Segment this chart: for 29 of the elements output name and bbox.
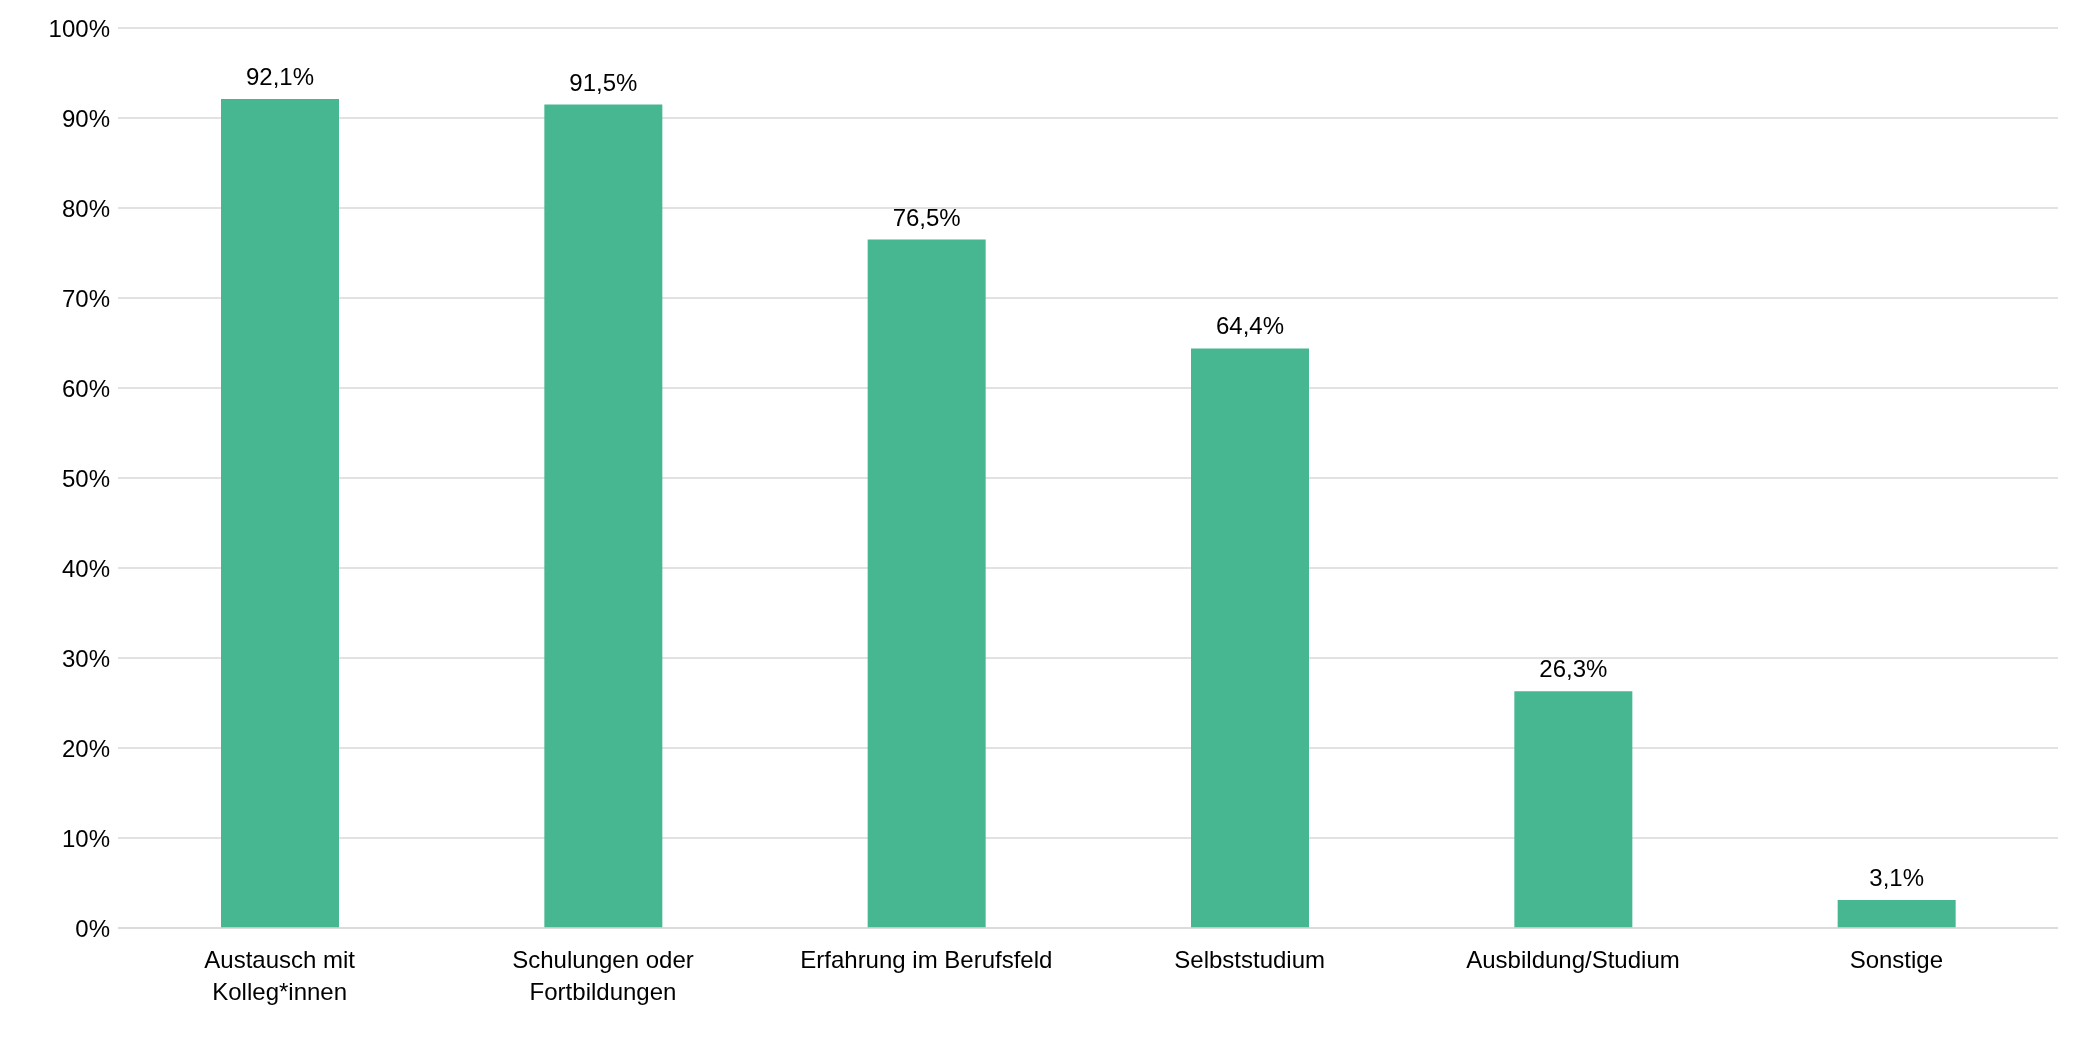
- y-tick-label: 40%: [61, 554, 110, 582]
- y-tick-label: 90%: [61, 104, 110, 132]
- y-tick-label: 100%: [48, 14, 110, 42]
- data-label: 26,3%: [1539, 655, 1608, 683]
- y-tick-label: 50%: [61, 464, 110, 492]
- data-label: 76,5%: [892, 203, 961, 231]
- bar: [1514, 691, 1633, 928]
- y-tick-label: 10%: [61, 824, 110, 852]
- bar: [1837, 900, 1956, 928]
- x-tick-label: Erfahrung im Berufsfeld: [800, 946, 1053, 973]
- x-tick-label: Selbststudium: [1174, 946, 1326, 973]
- y-tick-label: 70%: [61, 284, 110, 312]
- x-tick-label: Sonstige: [1849, 946, 1944, 973]
- y-tick-label: 20%: [61, 734, 110, 762]
- bar: [544, 104, 663, 928]
- bar: [221, 99, 339, 928]
- data-label: 91,5%: [569, 68, 638, 96]
- y-tick-label: 30%: [61, 644, 110, 672]
- data-label: 92,1%: [245, 63, 315, 91]
- x-tick-label: Austausch mit Kolleg*innen: [204, 946, 356, 1005]
- x-tick-label: Ausbildung/Studium: [1466, 946, 1680, 973]
- bar: [867, 239, 986, 928]
- x-tick-label: Schulungen oder Fortbildungen: [512, 946, 694, 1005]
- data-label: 3,1%: [1869, 864, 1925, 892]
- bar: [1191, 348, 1309, 928]
- y-tick-label: 60%: [61, 374, 110, 402]
- data-label: 64,4%: [1215, 312, 1285, 340]
- y-tick-label: 0%: [75, 914, 110, 942]
- y-tick-label: 80%: [61, 194, 110, 222]
